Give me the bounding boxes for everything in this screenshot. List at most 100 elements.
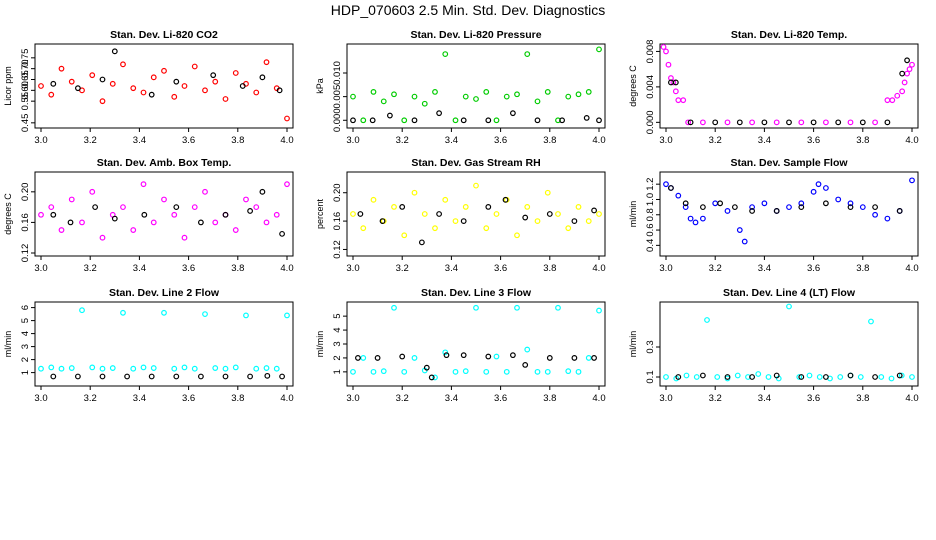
- data-point: [191, 365, 198, 372]
- data-point: [773, 119, 780, 126]
- data-point: [222, 373, 229, 380]
- data-point: [273, 365, 280, 372]
- x-tick-label: 4.0: [905, 135, 918, 146]
- y-tick-label: 0.010: [332, 61, 343, 85]
- x-tick-label: 3.2: [396, 263, 409, 274]
- data-point: [452, 117, 459, 124]
- data-point: [847, 200, 854, 207]
- data-point: [575, 368, 582, 375]
- data-point: [909, 374, 915, 380]
- data-point: [749, 204, 755, 211]
- data-point: [350, 368, 356, 375]
- data-point: [222, 365, 229, 372]
- data-point: [411, 355, 418, 361]
- y-tick-label: 4: [332, 327, 343, 332]
- series-1: [660, 44, 915, 126]
- data-point: [522, 361, 529, 368]
- data-point: [670, 79, 677, 86]
- data-point: [120, 309, 126, 316]
- data-point: [360, 355, 367, 361]
- data-point: [571, 218, 578, 224]
- data-point: [823, 119, 829, 126]
- x-tick-label: 3.2: [709, 393, 722, 404]
- data-point: [48, 204, 55, 211]
- x-tick-label: 3.4: [133, 263, 146, 274]
- x-tick-label: 3.0: [346, 393, 359, 404]
- data-point: [682, 204, 689, 211]
- x-tick-label: 3.2: [396, 135, 409, 146]
- data-point: [50, 373, 57, 380]
- data-point: [423, 364, 430, 371]
- data-point: [124, 373, 130, 380]
- data-point: [173, 373, 180, 380]
- data-point: [473, 182, 479, 189]
- panel-title: Stan. Dev. Line 2 Flow: [109, 287, 220, 299]
- data-point: [452, 218, 459, 224]
- x-tick-label: 3.8: [543, 263, 556, 274]
- data-point: [284, 312, 290, 319]
- y-axis-label: ml/min: [628, 201, 638, 228]
- data-point: [798, 204, 805, 211]
- data-point: [259, 188, 266, 195]
- x-tick-label: 4.0: [905, 393, 918, 404]
- y-tick-label: 0.45: [20, 114, 31, 133]
- series-2: [675, 372, 903, 380]
- data-point: [668, 185, 674, 191]
- data-point: [379, 218, 386, 224]
- data-point: [130, 85, 137, 92]
- data-point: [284, 181, 290, 188]
- y-tick-label: 0.4: [645, 239, 656, 252]
- data-point: [904, 57, 910, 64]
- x-tick-label: 3.0: [346, 135, 359, 146]
- data-point: [120, 61, 126, 68]
- data-point: [692, 219, 699, 226]
- data-point: [544, 89, 551, 95]
- data-point: [810, 188, 817, 195]
- data-point: [173, 204, 180, 211]
- data-point: [872, 119, 878, 126]
- data-point: [150, 365, 157, 371]
- data-point: [565, 368, 572, 375]
- data-point: [99, 98, 106, 105]
- panel-title: Stan. Dev. Line 3 Flow: [421, 287, 532, 299]
- data-point: [50, 80, 57, 87]
- x-tick-label: 3.6: [494, 135, 507, 146]
- plot-frame: [346, 43, 606, 129]
- data-point: [253, 204, 260, 211]
- data-point: [79, 307, 85, 314]
- data-point: [571, 355, 578, 361]
- data-point: [693, 374, 700, 380]
- data-point: [786, 119, 792, 126]
- data-point: [421, 211, 428, 217]
- data-point: [253, 89, 260, 96]
- y-tick-label: 0.1: [645, 370, 656, 383]
- data-point: [502, 196, 509, 203]
- data-point: [899, 70, 906, 77]
- data-point: [92, 204, 99, 211]
- data-point: [380, 368, 387, 375]
- data-point: [524, 51, 531, 57]
- data-point: [534, 117, 541, 124]
- data-point: [350, 117, 356, 124]
- x-tick-label: 3.6: [182, 135, 195, 146]
- data-point: [161, 196, 167, 203]
- y-tick-label: 0.20: [332, 183, 343, 202]
- data-point: [74, 373, 81, 380]
- y-tick-label: 0.008: [645, 40, 656, 64]
- data-point: [685, 119, 692, 126]
- x-tick-label: 3.4: [758, 393, 771, 404]
- data-point: [460, 117, 467, 124]
- data-point: [68, 196, 75, 203]
- x-tick-label: 3.6: [494, 263, 507, 274]
- data-point: [380, 98, 387, 105]
- data-point: [510, 352, 516, 359]
- data-point: [432, 225, 438, 232]
- series-2: [668, 57, 910, 126]
- data-point: [391, 304, 397, 311]
- y-tick-label: 0.75: [20, 49, 31, 67]
- data-point: [173, 78, 180, 85]
- data-point: [682, 200, 689, 207]
- data-point: [798, 374, 805, 380]
- data-point: [432, 89, 438, 95]
